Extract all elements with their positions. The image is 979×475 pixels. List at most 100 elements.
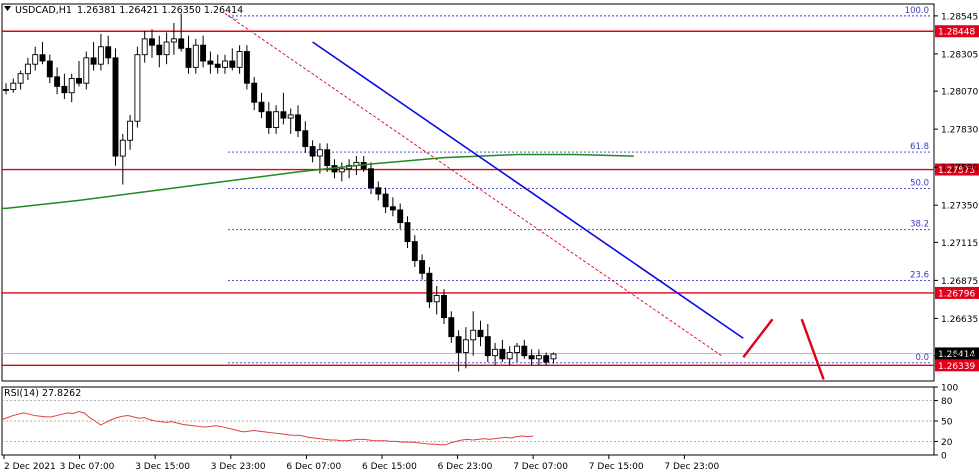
y-tick-label: 1.27830 [941, 126, 978, 136]
current-price-label: 1.26414 [938, 350, 975, 360]
candle-body [535, 355, 542, 360]
rsi-y-tick-label: 0 [941, 452, 947, 462]
time-axis: 2 Dec 2021 3 Dec 07:00 3 Dec 15:00 3 Dec 23… [3, 455, 719, 472]
y-tick-label: 1.28070 [941, 88, 978, 98]
rsi-line [1, 410, 534, 446]
rsi-y-tick-label: 80 [941, 397, 953, 407]
candle-body [17, 73, 24, 84]
y-tick-label: 1.27115 [941, 239, 978, 249]
candle-body [324, 149, 331, 167]
x-tick-label: 6 Dec 07:00 [286, 462, 341, 472]
candle-body [528, 355, 535, 360]
x-tick-label: 6 Dec 15:00 [362, 462, 417, 472]
fib-level-label: 38.2 [910, 220, 929, 230]
price-tag-label: 1.28448 [938, 28, 975, 38]
y-tick-label: 1.28305 [941, 50, 978, 60]
price-tag [935, 359, 979, 372]
candle-body [258, 101, 265, 113]
candle-body [295, 114, 301, 132]
candle-body [273, 111, 280, 129]
candle-body [105, 46, 112, 59]
candle-body [200, 44, 207, 62]
candle-body [54, 76, 61, 87]
chart-header: USDCAD,H1 1.26381 1.26421 1.26350 1.2641… [4, 5, 243, 16]
rsi-y-tick-label: 100 [941, 384, 958, 394]
candle-body [338, 168, 345, 173]
rsi-header: RSI(14) 27.8262 [4, 388, 81, 399]
fib-level-label: 100.0 [905, 6, 929, 16]
candle-body [243, 51, 250, 84]
price-tag [935, 286, 979, 299]
candle-body [397, 209, 404, 224]
candle-body [112, 57, 119, 157]
trend-line [312, 41, 744, 339]
candle-body [236, 51, 243, 68]
x-tick-label: 2 Dec 2021 [4, 462, 56, 472]
candle-body [76, 77, 82, 84]
rsi-panel: 100 80 50 20 0 [1, 384, 958, 462]
candle-body [39, 54, 46, 62]
candle-body [119, 139, 126, 157]
candle-body [419, 260, 426, 274]
fib-level-label: 61.8 [910, 142, 929, 152]
ohlc-values: 1.26381 1.26421 1.26350 1.26414 [77, 5, 243, 16]
candle-body [287, 114, 294, 119]
x-tick-label: 3 Dec 15:00 [135, 462, 190, 472]
candle-body [492, 348, 499, 357]
candle-body [411, 241, 418, 262]
candle-body [375, 187, 382, 195]
candle-body [207, 60, 214, 65]
candle-body [302, 130, 309, 148]
moving-average-line [2, 153, 634, 210]
candle-body [3, 89, 9, 91]
candle-body [514, 345, 520, 353]
candle-body [499, 348, 506, 360]
dropdown-arrow-icon[interactable] [4, 6, 11, 11]
main-plot-border [1, 3, 935, 382]
price-tag [935, 25, 979, 38]
price-axis: 1.28545 1.28305 1.28070 1.27830 1.27590 1.273… [934, 12, 978, 362]
price-tag-label: 1.26339 [938, 362, 975, 372]
candle-body [265, 111, 272, 129]
price-tag-label: 1.27575 [938, 166, 975, 176]
candle-body [280, 111, 287, 119]
x-tick-label: 3 Dec 07:00 [60, 462, 115, 472]
candle-body [24, 63, 31, 75]
y-tick-label: 1.27350 [941, 202, 978, 212]
candle-body [426, 272, 433, 303]
chart-overlays [2, 13, 825, 380]
rsi-y-tick-label: 20 [941, 438, 953, 448]
candle-body [156, 44, 163, 56]
candle-body [484, 336, 491, 357]
candle-body [214, 63, 221, 68]
candle-body [127, 120, 134, 141]
candle-body [462, 339, 469, 353]
fib-level-label: 0.0 [915, 353, 929, 363]
projection-down-leg [800, 318, 825, 380]
candle-body [368, 168, 374, 189]
candle-body [222, 60, 228, 68]
fib-level-label: 50.0 [910, 179, 929, 189]
candle-body [229, 60, 236, 68]
candle-body [163, 41, 170, 56]
price-tag-label: 1.26796 [938, 289, 975, 299]
candle-body [389, 206, 396, 211]
candle-body [382, 193, 389, 208]
candle-body [404, 222, 411, 243]
candle-body [506, 352, 513, 360]
candle-body [477, 329, 484, 338]
candle-body [32, 54, 39, 65]
y-tick-label: 1.26400 [941, 352, 978, 362]
candle-body [149, 38, 155, 46]
candle-body [455, 336, 462, 353]
current-price-tag [935, 347, 979, 360]
y-tick-label: 1.28545 [941, 12, 978, 22]
candle-body [521, 345, 528, 357]
candle-body [470, 329, 477, 341]
x-tick-label: 7 Dec 07:00 [513, 462, 568, 472]
candle-body [441, 295, 447, 319]
candle-body [316, 149, 323, 157]
candle-body [178, 38, 185, 49]
candle-body [134, 54, 141, 122]
